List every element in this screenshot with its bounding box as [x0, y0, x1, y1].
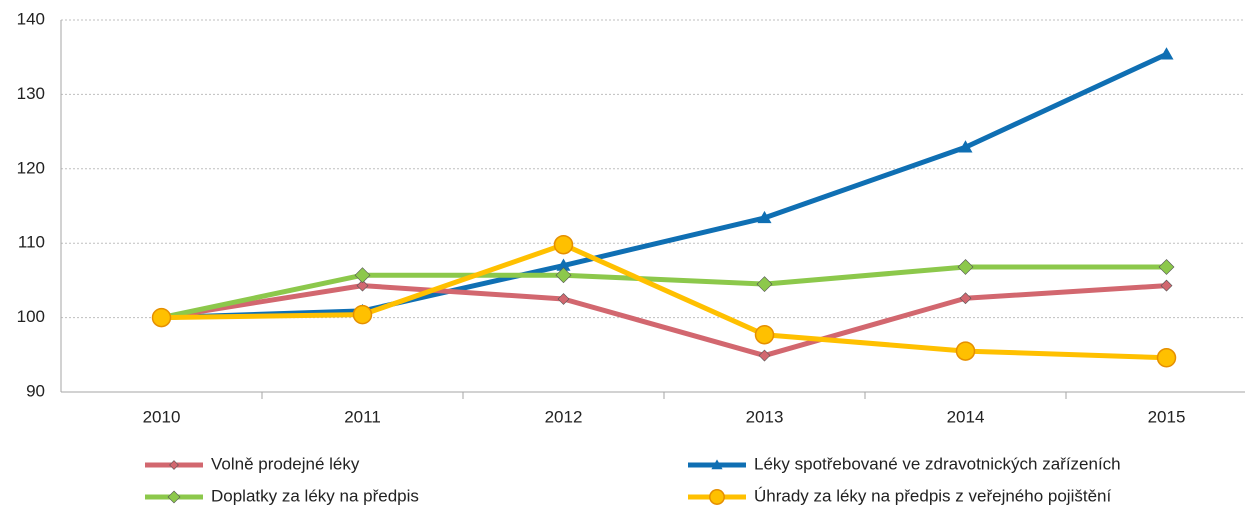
x-tick-label: 2014 — [947, 407, 985, 426]
legend-item: Doplatky za léky na předpis — [145, 486, 419, 505]
legend-label: Úhrady za léky na předpis z veřejného po… — [754, 486, 1111, 505]
point — [955, 341, 976, 361]
point — [758, 349, 771, 362]
point — [356, 279, 369, 292]
point — [555, 267, 572, 284]
x-tick-label: 2013 — [746, 407, 784, 426]
legend-label: Léky spotřebované ve zdravotnických zaří… — [754, 454, 1121, 473]
point — [354, 267, 371, 284]
point — [151, 307, 172, 328]
series-line — [161, 51, 1168, 321]
point — [756, 276, 773, 293]
point — [709, 489, 725, 505]
x-tick-label: 2011 — [344, 407, 381, 426]
point — [553, 234, 574, 255]
legend-label: Volně prodejné léky — [211, 454, 360, 473]
legend-item: Léky spotřebované ve zdravotnických zaří… — [688, 454, 1121, 473]
point — [957, 259, 974, 275]
x-tick-label: 2010 — [143, 407, 181, 426]
point — [958, 140, 973, 153]
x-tick-label: 2015 — [1148, 407, 1186, 426]
series-line — [161, 242, 1167, 361]
point — [1156, 348, 1177, 368]
point — [169, 460, 179, 470]
y-tick-label: 100 — [17, 307, 45, 326]
y-tick-label: 90 — [26, 381, 45, 400]
y-tick-label: 140 — [17, 9, 45, 28]
point — [754, 324, 775, 345]
point — [352, 304, 373, 325]
point — [1160, 279, 1173, 292]
series-line — [161, 283, 1167, 359]
point — [557, 293, 570, 305]
x-tick-label: 2012 — [545, 407, 583, 426]
y-tick-label: 130 — [17, 84, 45, 103]
legend-label: Doplatky za léky na předpis — [211, 486, 419, 505]
point — [959, 292, 972, 305]
y-tick-label: 110 — [18, 233, 45, 252]
point — [167, 490, 181, 504]
y-tick-label: 120 — [17, 158, 45, 177]
point — [757, 210, 772, 224]
series-line — [160, 264, 1167, 321]
point — [556, 258, 571, 271]
legend-item: Úhrady za léky na předpis z veřejného po… — [688, 486, 1111, 505]
point — [1159, 47, 1174, 60]
legend-item: Volně prodejné léky — [145, 454, 360, 473]
point — [711, 459, 723, 470]
point — [1158, 259, 1175, 275]
